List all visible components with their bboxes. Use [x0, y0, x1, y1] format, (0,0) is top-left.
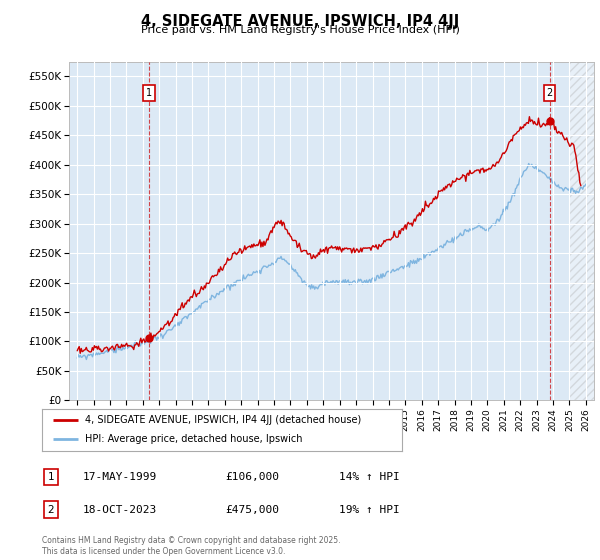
Text: 18-OCT-2023: 18-OCT-2023 [83, 505, 157, 515]
Text: 19% ↑ HPI: 19% ↑ HPI [339, 505, 400, 515]
Text: £475,000: £475,000 [225, 505, 279, 515]
Text: 4, SIDEGATE AVENUE, IPSWICH, IP4 4JJ: 4, SIDEGATE AVENUE, IPSWICH, IP4 4JJ [141, 14, 459, 29]
Text: 2: 2 [47, 505, 55, 515]
Bar [569, 62, 594, 400]
Text: 1: 1 [47, 472, 55, 482]
Text: 4, SIDEGATE AVENUE, IPSWICH, IP4 4JJ (detached house): 4, SIDEGATE AVENUE, IPSWICH, IP4 4JJ (de… [85, 415, 361, 425]
Text: Contains HM Land Registry data © Crown copyright and database right 2025.
This d: Contains HM Land Registry data © Crown c… [42, 536, 341, 556]
Text: 17-MAY-1999: 17-MAY-1999 [83, 472, 157, 482]
Text: Price paid vs. HM Land Registry's House Price Index (HPI): Price paid vs. HM Land Registry's House … [140, 25, 460, 35]
Text: £106,000: £106,000 [225, 472, 279, 482]
Text: 1: 1 [146, 88, 152, 98]
Text: 14% ↑ HPI: 14% ↑ HPI [339, 472, 400, 482]
Text: 2: 2 [547, 88, 553, 98]
Text: HPI: Average price, detached house, Ipswich: HPI: Average price, detached house, Ipsw… [85, 435, 303, 445]
